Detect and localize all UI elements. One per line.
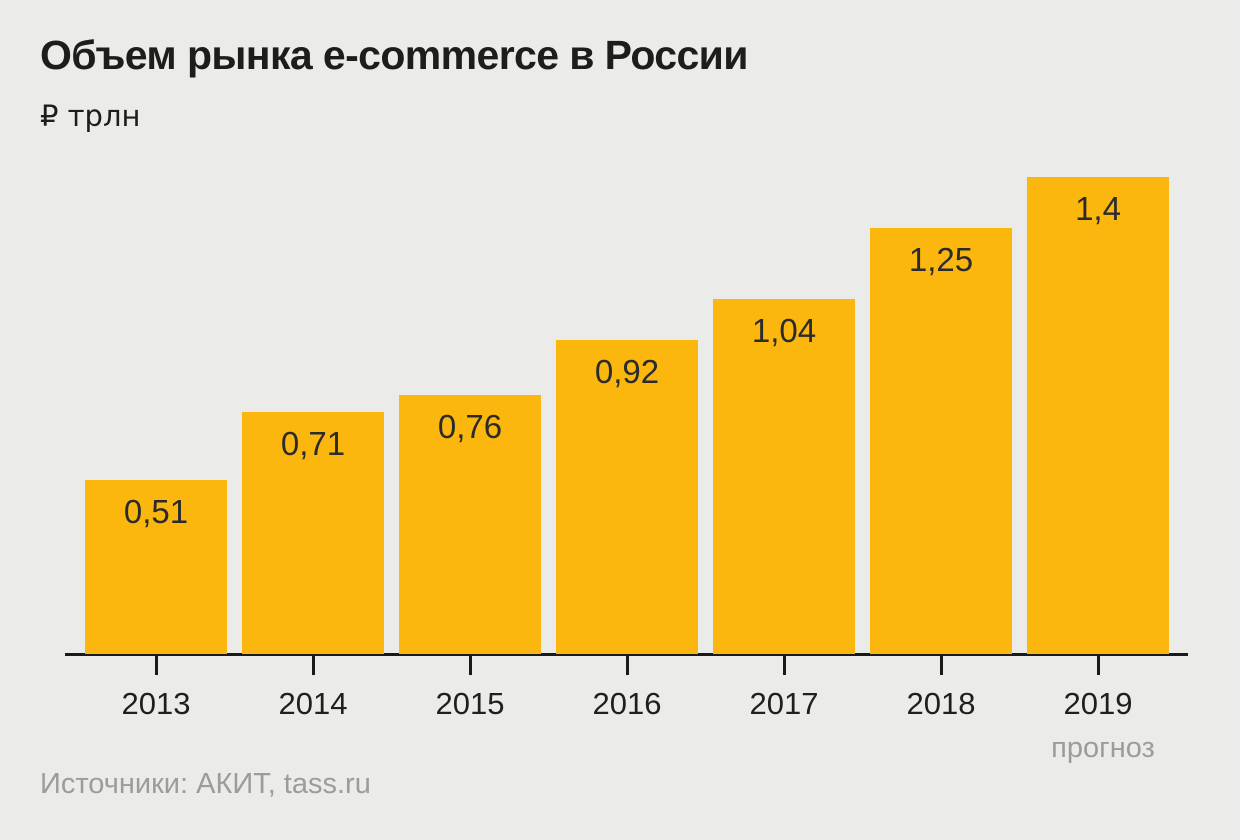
bar-2013: 0,51 bbox=[85, 480, 227, 654]
x-tick-label-2018: 2018 bbox=[906, 686, 976, 721]
bar-value-label: 0,76 bbox=[437, 408, 503, 445]
x-tick-label-2019: 2019 bbox=[1063, 686, 1133, 721]
bar-value-label: 0,51 bbox=[123, 493, 189, 530]
x-tick-label-2015: 2015 bbox=[435, 686, 505, 721]
x-axis-line bbox=[65, 653, 1188, 656]
bar-value-label: 1,04 bbox=[751, 312, 817, 349]
axis-tick bbox=[625, 656, 629, 675]
axis-tick bbox=[1096, 656, 1100, 675]
x-tick-label-2013: 2013 bbox=[121, 686, 191, 721]
x-tick-label-2016: 2016 bbox=[592, 686, 662, 721]
bar-2017: 1,04 bbox=[713, 299, 855, 654]
axis-tick bbox=[468, 656, 472, 675]
axis-tick bbox=[154, 656, 158, 675]
bar-value-label: 1,25 bbox=[908, 241, 974, 278]
y-unit-label: ₽ трлн bbox=[40, 99, 141, 133]
bar-2019: 1,4 bbox=[1027, 177, 1169, 654]
bar-2015: 0,76 bbox=[399, 395, 541, 654]
x-tick-label-2017: 2017 bbox=[749, 686, 819, 721]
bar-value-label: 0,92 bbox=[594, 353, 660, 390]
axis-tick bbox=[311, 656, 315, 675]
bar-2018: 1,25 bbox=[870, 228, 1012, 654]
axis-tick bbox=[939, 656, 943, 675]
x-tick-label-2014: 2014 bbox=[278, 686, 348, 721]
forecast-label: прогноз bbox=[1051, 732, 1155, 764]
axis-tick bbox=[782, 656, 786, 675]
bar-2016: 0,92 bbox=[556, 340, 698, 654]
chart-title: Объем рынка e-commerce в России bbox=[40, 32, 748, 78]
source-note: Источники: АКИТ, tass.ru bbox=[40, 768, 371, 800]
bar-2014: 0,71 bbox=[242, 412, 384, 654]
bar-value-label: 1,4 bbox=[1075, 190, 1121, 227]
bar-value-label: 0,71 bbox=[280, 425, 346, 462]
